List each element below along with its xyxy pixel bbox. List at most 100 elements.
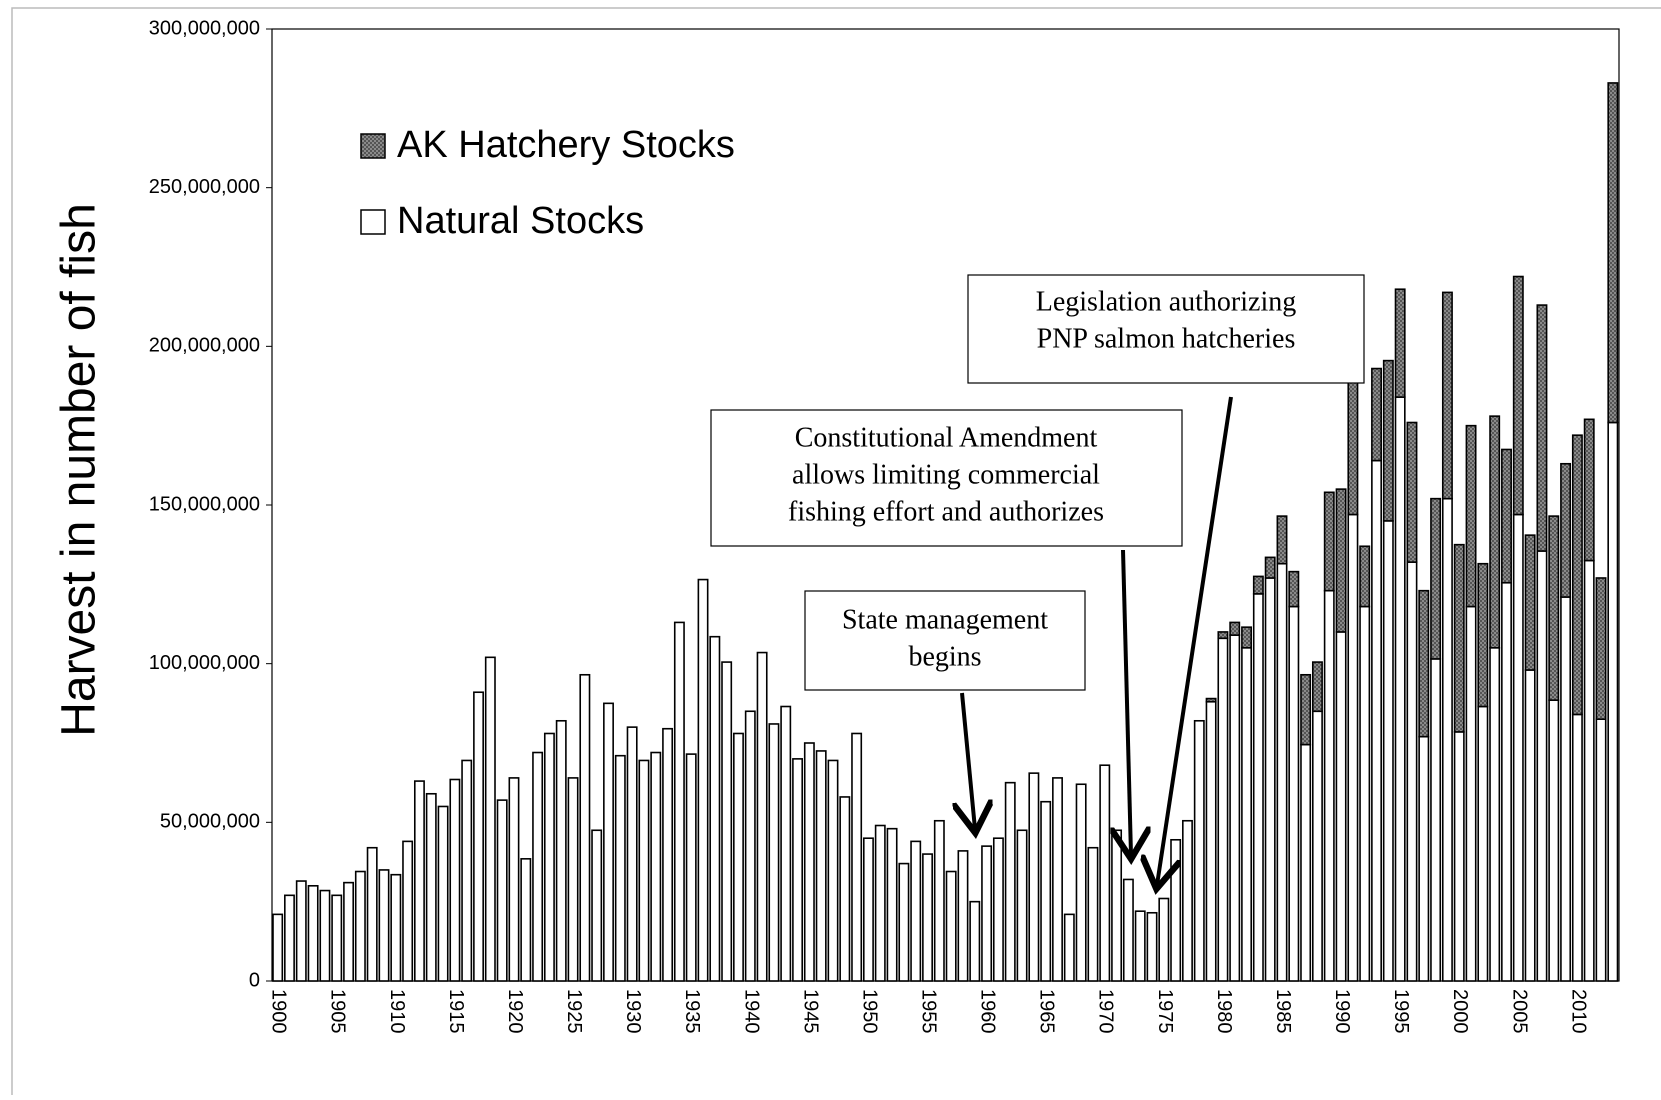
bar-segment xyxy=(1371,459,1382,982)
bar-segment xyxy=(390,873,402,982)
bar-segment xyxy=(1252,593,1264,982)
bar-segment xyxy=(626,726,638,982)
x-tick-label: 1985 xyxy=(1272,989,1294,1034)
bar-segment xyxy=(319,889,331,982)
bar-segment xyxy=(910,840,922,982)
x-tick-label: 1955 xyxy=(917,989,939,1034)
bar-segment xyxy=(933,819,945,982)
bar-segment xyxy=(1052,777,1063,982)
bar-segment xyxy=(1359,605,1371,982)
bar-segment xyxy=(543,732,555,982)
bar-segment xyxy=(484,656,496,982)
x-tick-label: 1910 xyxy=(386,989,408,1034)
bar-segment xyxy=(1182,819,1193,982)
bar-segment xyxy=(1158,897,1170,982)
bar-segment xyxy=(1241,626,1253,649)
bar-segment xyxy=(685,753,697,982)
bar-segment xyxy=(1371,367,1382,462)
bar-segment xyxy=(1382,359,1394,522)
bar-segment xyxy=(992,837,1004,982)
bar-segment xyxy=(1311,661,1323,713)
bar-segment xyxy=(1170,838,1182,982)
bar-segment xyxy=(1595,718,1607,982)
x-tick-label: 1930 xyxy=(622,989,644,1034)
x-tick-label: 1980 xyxy=(1213,989,1235,1034)
bar-segment xyxy=(1607,82,1619,424)
annotations: Legislation authorizing PNP salmon hatche… xyxy=(710,274,1365,885)
bar-segment xyxy=(1063,913,1075,982)
bar-segment xyxy=(709,635,721,982)
bar-segment xyxy=(1406,561,1418,982)
x-tick-label: 1965 xyxy=(1036,989,1058,1034)
bar-segment xyxy=(331,894,343,982)
legend-swatch xyxy=(360,133,386,159)
bar-segment xyxy=(981,845,993,982)
bar-segment xyxy=(1489,415,1501,649)
x-tick-label: 1915 xyxy=(445,989,467,1034)
bar-segment xyxy=(1323,589,1335,982)
bar-segment xyxy=(1276,562,1288,982)
bar-segment xyxy=(1571,434,1583,716)
bar-segment xyxy=(1430,658,1442,982)
bar-segment xyxy=(1016,829,1028,982)
bar-segment xyxy=(425,792,437,982)
bar-segment xyxy=(1583,418,1595,562)
bar-segment xyxy=(1252,575,1264,595)
annotation-box xyxy=(710,409,1183,547)
bar-segment xyxy=(307,884,319,982)
bar-segment xyxy=(638,759,650,982)
bar-segment xyxy=(1300,743,1312,982)
bar-segment xyxy=(1560,596,1572,982)
bar-segment xyxy=(945,870,957,982)
bar-segment xyxy=(1560,462,1572,598)
bar-segment xyxy=(969,900,981,982)
bar-segment xyxy=(1583,559,1595,982)
x-tick-label: 1995 xyxy=(1390,989,1412,1034)
bar-segment xyxy=(343,881,355,982)
x-tick-label: 1975 xyxy=(1154,989,1176,1034)
bar-segment xyxy=(1512,275,1524,516)
bar-segment xyxy=(922,853,933,982)
bar-segment xyxy=(1146,911,1158,982)
bar-segment xyxy=(650,751,662,982)
y-tick-label: 50,000,000 xyxy=(160,811,260,833)
bar-segment xyxy=(1040,800,1052,982)
x-tick-label: 1935 xyxy=(681,989,703,1034)
bar-segment xyxy=(1335,631,1347,982)
legend-label: Natural Stocks xyxy=(397,200,644,242)
x-tick-label: 1900 xyxy=(268,989,290,1034)
bar-segment xyxy=(1229,621,1241,636)
bar-segment xyxy=(1028,772,1040,982)
bar-segment xyxy=(591,829,603,982)
frame xyxy=(11,7,1661,1095)
bar-segment xyxy=(1453,543,1465,733)
bar-segment xyxy=(1359,545,1371,608)
bar-segment xyxy=(1323,491,1335,592)
x-tick-label: 1905 xyxy=(327,989,349,1034)
x-tick-label: 1940 xyxy=(740,989,762,1034)
bar-segment xyxy=(1394,396,1406,982)
x-tick-label: 1945 xyxy=(799,989,821,1034)
bar-segment xyxy=(851,732,863,982)
x-tick-label: 1920 xyxy=(504,989,526,1034)
bar-segment xyxy=(1264,556,1276,579)
x-tick-label: 1925 xyxy=(563,989,585,1034)
bar-segment xyxy=(1229,634,1241,982)
bar-segment xyxy=(957,850,969,982)
bar-segment xyxy=(1099,764,1111,982)
bar-segment xyxy=(1465,605,1477,982)
bar-segment xyxy=(1418,735,1430,982)
annotation-box xyxy=(804,590,1086,691)
bar-segment xyxy=(284,894,295,982)
bar-segment xyxy=(697,578,709,982)
bar-segment xyxy=(1441,291,1453,500)
bar-segment xyxy=(1111,829,1123,982)
bar-segment xyxy=(662,727,674,982)
bar-segment xyxy=(780,705,792,982)
bar-segment xyxy=(354,870,366,982)
bar-segment xyxy=(1288,605,1300,982)
bar-segment xyxy=(1347,513,1359,982)
bar-segment xyxy=(1382,520,1394,982)
bar-segment xyxy=(1524,534,1536,671)
bar-segment xyxy=(461,759,473,982)
